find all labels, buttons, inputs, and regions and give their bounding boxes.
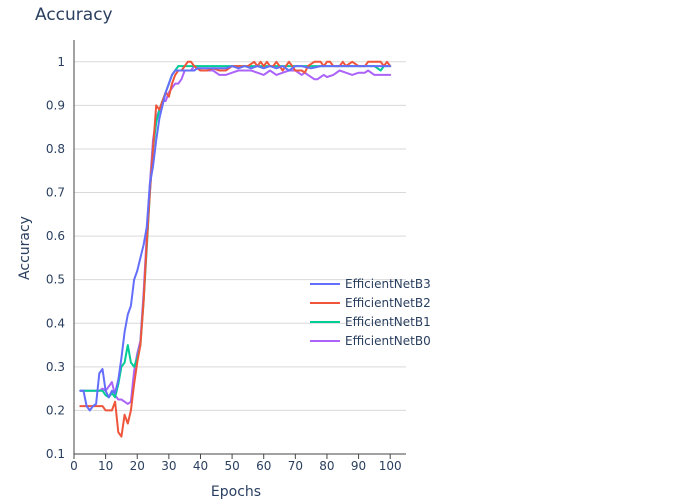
y-tick-label: 0.1 [46,447,65,461]
x-axis-title: Epochs [211,484,261,500]
x-tick-label: 50 [224,459,239,473]
series-line-efficientnetb2 [79,60,392,438]
chart-title: Accuracy [35,5,113,25]
x-tick-label: 60 [256,459,271,473]
y-tick-label: 0.9 [46,98,65,112]
legend-label: EfficientNetB1 [345,315,431,329]
x-tick-label: 100 [379,459,402,473]
legend-item-efficientnetb3[interactable]: EfficientNetB3 [310,277,431,291]
y-tick-label: 0.4 [46,316,65,330]
legend: EfficientNetB3 EfficientNetB2 EfficientNet… [310,277,431,348]
x-tick-label: 10 [98,459,113,473]
legend-item-efficientnetb0[interactable]: EfficientNetB0 [310,334,431,348]
y-axis-title: Accuracy [17,216,33,280]
axes: 0.10.20.30.40.50.60.70.80.910 10 20 30 40 50 6… [46,40,406,473]
y-tick-label: 1 [57,55,65,69]
y-tick-label: 0.6 [46,229,65,243]
x-tick-label: 40 [193,459,208,473]
series-line-efficientnetb0 [79,65,392,405]
x-tick-label: 80 [319,459,334,473]
x-tick-label: 0 [70,459,78,473]
y-tick-label: 0.2 [46,403,65,417]
x-tick-label: 90 [351,459,366,473]
x-tick-label: 30 [161,459,176,473]
legend-item-efficientnetb1[interactable]: EfficientNetB1 [310,315,431,329]
x-tick-label: 20 [130,459,145,473]
x-tick-label: 70 [288,459,303,473]
legend-item-efficientnetb2[interactable]: EfficientNetB2 [310,296,431,310]
series-line-efficientnetb1 [79,65,392,399]
legend-label: EfficientNetB3 [345,277,431,291]
y-tick-label: 0.7 [46,186,65,200]
y-tick-label: 0.5 [46,273,65,287]
y-tick-label: 0.8 [46,142,65,156]
legend-label: EfficientNetB0 [345,334,431,348]
series-line-efficientnetb3 [79,65,392,412]
legend-label: EfficientNetB2 [345,296,431,310]
gridlines [74,61,406,455]
series-lines [79,60,392,438]
y-tick-label: 0.3 [46,360,65,374]
